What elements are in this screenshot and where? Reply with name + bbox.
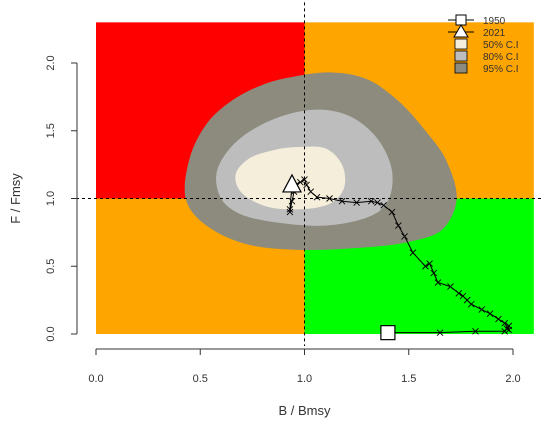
x-tick-label: 0.0 xyxy=(88,373,103,385)
x-tick-label: 0.5 xyxy=(193,373,208,385)
y-tick-label: 1.0 xyxy=(45,191,57,206)
x-tick-label: 2.0 xyxy=(505,373,520,385)
trajectory-series xyxy=(286,176,513,336)
trajectory-point xyxy=(286,208,294,216)
trajectory-point xyxy=(472,327,479,335)
trajectory-point xyxy=(455,290,463,297)
legend-symbol-square xyxy=(455,14,467,26)
trajectory-point xyxy=(313,193,321,201)
trajectory-point xyxy=(395,222,402,229)
legend-symbol-triangle xyxy=(453,24,469,38)
legend-symbol-box xyxy=(454,38,468,50)
x-tick-label: 1.5 xyxy=(401,373,416,385)
trajectory-point xyxy=(501,319,508,327)
x-axis-label: B / Bmsy xyxy=(278,403,331,418)
legend-label: 1950 xyxy=(483,16,506,27)
trajectory-point xyxy=(326,195,333,202)
trajectory-point xyxy=(380,201,388,209)
end-2021-marker xyxy=(281,173,302,193)
trajectory-point xyxy=(430,269,438,277)
trajectory-point xyxy=(434,279,442,286)
legend-label: 2021 xyxy=(483,28,506,39)
trajectory-point xyxy=(297,178,304,186)
trajectory-point xyxy=(422,262,429,270)
trajectory-point xyxy=(409,249,417,257)
trajectory-point xyxy=(288,197,296,205)
trajectory-point xyxy=(478,306,486,313)
trajectory-endpoints xyxy=(281,173,396,341)
y-tick-label: 2.0 xyxy=(45,55,57,70)
trajectory-point xyxy=(338,197,346,205)
trajectory-point xyxy=(486,310,494,317)
trajectory-point xyxy=(447,283,454,290)
trajectory-point xyxy=(388,208,396,216)
confidence-regions xyxy=(184,72,457,251)
start-1950-marker xyxy=(380,325,396,341)
y-tick-label: 0.5 xyxy=(45,259,57,274)
trajectory-point xyxy=(301,176,308,183)
axes: 0.0 0.5 1.0 1.5 2.0 0.0 0.5 1.0 1.5 2.0 xyxy=(45,55,521,385)
reference-lines xyxy=(76,0,542,346)
y-axis-label: F / Fmsy xyxy=(8,173,23,224)
trajectory-point xyxy=(459,292,467,300)
legend-label: 95% C.I xyxy=(483,64,519,75)
y-tick-label: 0.0 xyxy=(45,326,57,341)
trajectory-point xyxy=(374,199,381,206)
x-tick-label: 1.0 xyxy=(297,373,312,385)
trajectory-point xyxy=(426,260,433,267)
legend-symbol-box xyxy=(454,50,468,62)
trajectory-point xyxy=(367,197,375,205)
trajectory-point xyxy=(286,206,294,213)
trajectory-point xyxy=(353,199,360,206)
trajectory-point xyxy=(307,188,315,196)
trajectory-point xyxy=(303,181,310,189)
y-tick-label: 1.5 xyxy=(45,123,57,138)
trajectory-point xyxy=(495,315,502,323)
trajectory-point xyxy=(505,326,513,334)
trajectory-point xyxy=(436,329,444,336)
legend-symbol-box xyxy=(454,62,468,74)
legend-label: 50% C.I xyxy=(483,40,519,51)
legend-label: 80% C.I xyxy=(483,52,519,63)
trajectory-point xyxy=(401,233,408,240)
